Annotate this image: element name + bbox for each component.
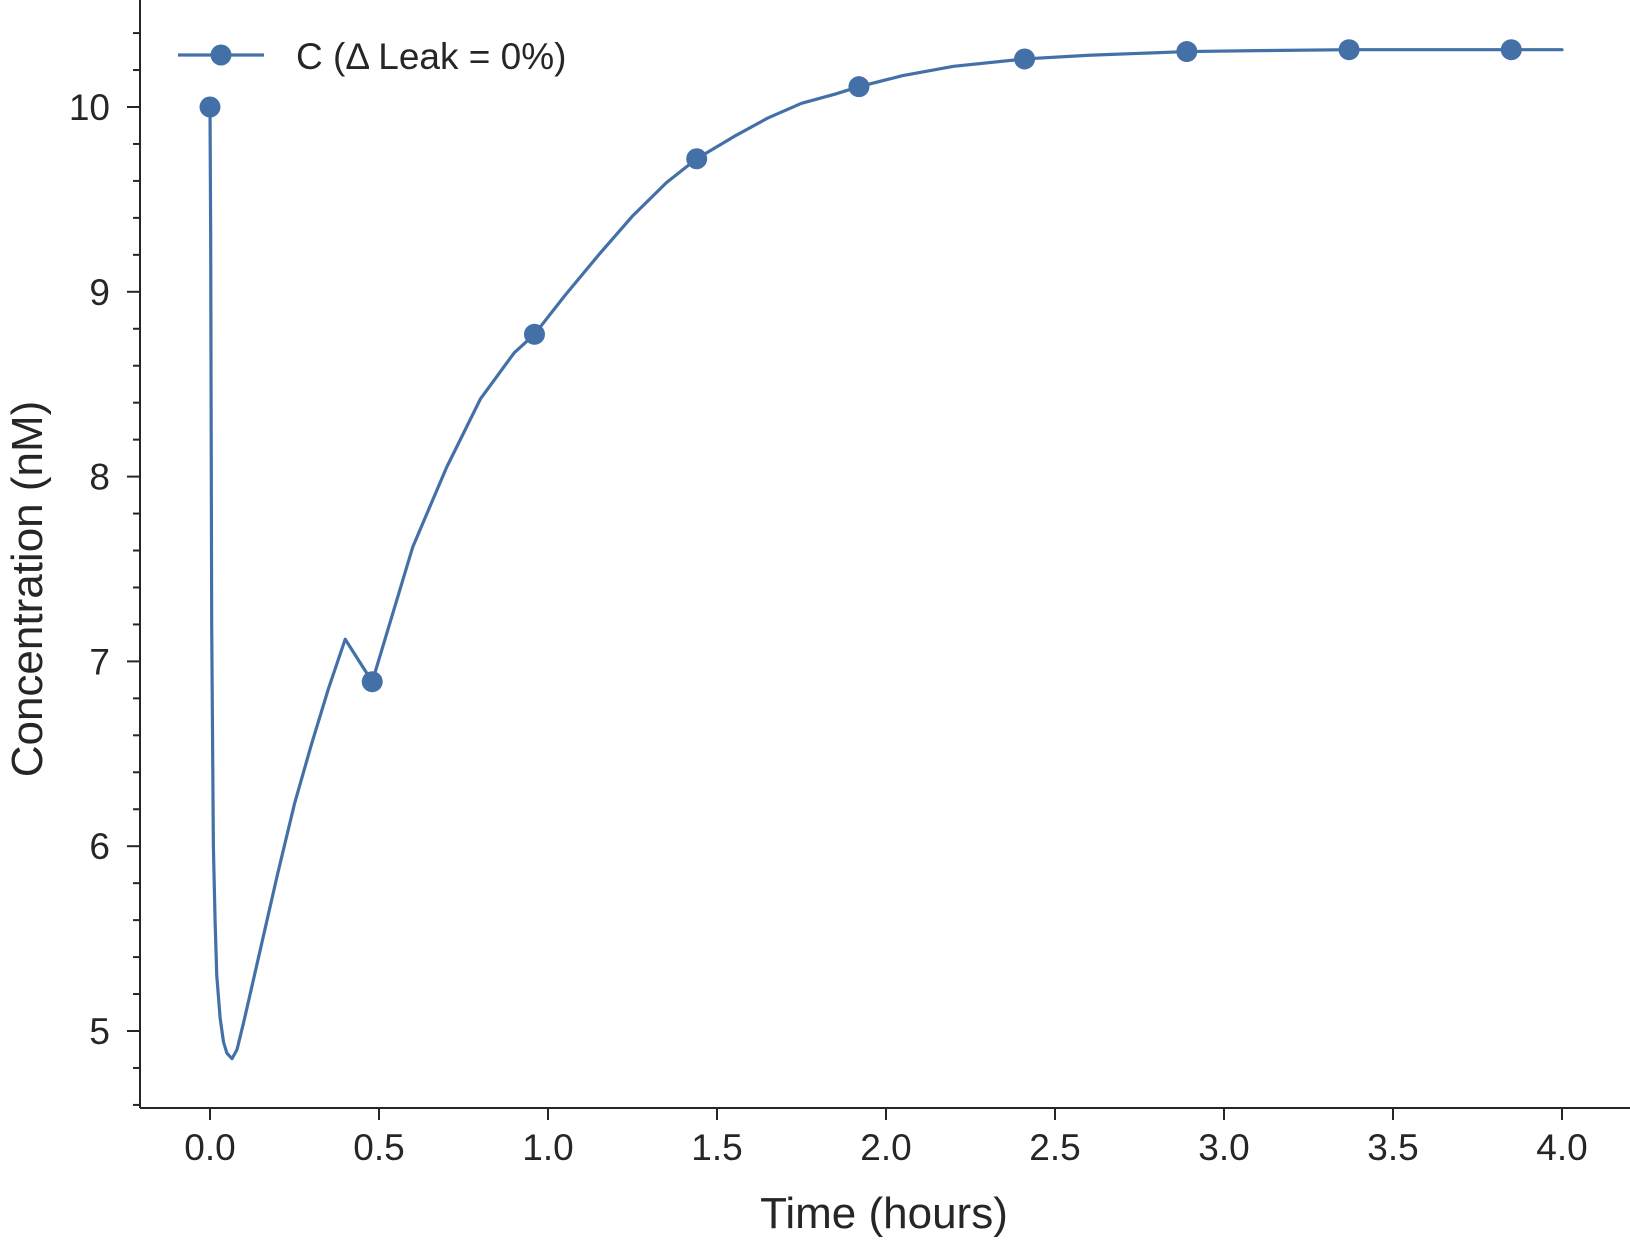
data-point [199,96,221,118]
plot-area [199,39,1564,1061]
x-tick-label: 2.0 [860,1127,911,1168]
legend-dot-marker [210,44,232,66]
y-tick-label: 7 [89,641,110,682]
data-point [1176,41,1198,63]
y-tick-label: 10 [69,87,110,128]
y-tick-label: 6 [89,826,110,867]
x-tick-label: 1.5 [691,1127,742,1168]
data-point [361,671,383,693]
data-point [1500,39,1522,61]
x-tick-label: 3.5 [1367,1127,1418,1168]
x-tick-label: 0.0 [184,1127,235,1168]
data-point [1338,39,1360,61]
y-tick-label: 5 [89,1011,110,1052]
x-tick-label: 2.5 [1029,1127,1080,1168]
x-tick-label: 4.0 [1536,1127,1587,1168]
x-tick-label: 1.0 [522,1127,573,1168]
data-point [1014,48,1036,70]
axes: 0.0 0.5 1.0 1.5 2.0 2.5 3.0 3.5 4.0 5 6 7 8 9 10 [69,0,1630,1168]
y-tick-label: 8 [89,457,110,498]
series-line [208,48,1564,1061]
data-point [686,148,708,170]
data-point [523,323,545,345]
data-point [848,76,870,98]
x-tick-label: 3.0 [1198,1127,1249,1168]
y-tick-label: 9 [89,272,110,313]
legend-label: C (Δ Leak = 0%) [296,36,566,77]
y-axis-label: Concentration (nM) [3,401,52,778]
x-axis-label: Time (hours) [760,1189,1008,1238]
legend: C (Δ Leak = 0%) [178,36,566,77]
x-tick-label: 0.5 [353,1127,404,1168]
